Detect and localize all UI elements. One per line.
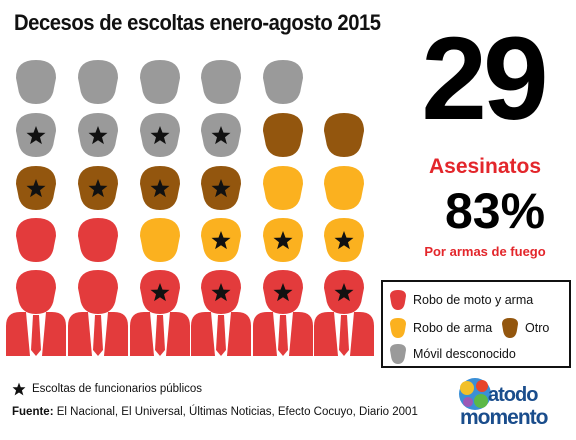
legend-label: Otro <box>525 321 550 335</box>
person-robo_arma <box>263 166 303 210</box>
person-head <box>140 218 180 262</box>
person-moto_arma <box>78 218 118 262</box>
total-count: 29 <box>421 13 548 145</box>
person-head <box>140 60 180 104</box>
star-icon <box>273 283 293 302</box>
person-head <box>16 218 56 262</box>
person-moto_arma-starred <box>253 270 313 356</box>
person-robo_arma-starred <box>324 218 364 262</box>
person-otro <box>324 113 364 157</box>
logo-text-line2: momento <box>460 406 548 429</box>
person-head <box>78 270 118 314</box>
person-tie <box>216 315 226 356</box>
person-robo_arma-starred <box>201 218 241 262</box>
person-moto_arma-starred <box>314 270 374 356</box>
person-desconocido-starred <box>140 113 180 157</box>
person-head <box>263 166 303 210</box>
person-head <box>201 60 241 104</box>
star-icon <box>211 179 231 198</box>
source-line: Fuente: El Nacional, El Universal, Últim… <box>12 406 418 418</box>
chart-title: Decesos de escoltas enero-agosto 2015 <box>14 10 381 35</box>
person-head <box>16 60 56 104</box>
star-icon <box>150 283 170 302</box>
person-tie <box>155 315 165 356</box>
legend-label: Móvil desconocido <box>413 347 516 361</box>
legend-item-robo-arma: Robo de arma <box>389 318 492 338</box>
person-head-icon <box>390 318 406 338</box>
person-head <box>324 166 364 210</box>
person-desconocido <box>140 60 180 104</box>
person-otro-starred <box>16 166 56 210</box>
star-icon <box>12 382 26 396</box>
star-icon <box>150 126 170 145</box>
legend-item-moto-arma: Robo de moto y arma <box>389 290 533 310</box>
person-otro-starred <box>78 166 118 210</box>
person-tie <box>93 315 103 356</box>
person-head <box>324 113 364 157</box>
legend: Robo de moto y arma Robo de arma Otro Mó… <box>381 280 571 368</box>
star-icon <box>334 283 354 302</box>
person-robo_arma <box>324 166 364 210</box>
star-icon <box>211 283 231 302</box>
percent-label: Por armas de fuego <box>424 244 546 259</box>
person-head <box>263 113 303 157</box>
legend-label: Robo de moto y arma <box>413 293 534 307</box>
person-tie <box>31 315 41 356</box>
source-text: El Nacional, El Universal, Últimas Notic… <box>56 406 418 418</box>
person-head-icon <box>390 290 406 310</box>
person-head <box>78 60 118 104</box>
person-otro <box>263 113 303 157</box>
person-tie <box>339 315 349 356</box>
person-desconocido-starred <box>16 113 56 157</box>
logo-text-line1: atodo <box>488 384 538 406</box>
person-moto_arma <box>16 218 56 262</box>
person-robo_arma <box>140 218 180 262</box>
star-note-label: Escoltas de funcionarios públicos <box>32 383 203 395</box>
total-label: Asesinatos <box>428 155 542 178</box>
person-desconocido <box>78 60 118 104</box>
person-desconocido-starred <box>201 113 241 157</box>
star-icon <box>88 179 108 198</box>
person-moto_arma-starred <box>130 270 190 356</box>
star-icon <box>150 179 170 198</box>
legend-item-otro: Otro <box>501 318 549 338</box>
person-desconocido <box>201 60 241 104</box>
star-icon <box>273 231 293 250</box>
person-desconocido <box>263 60 303 104</box>
star-icon <box>334 231 354 250</box>
person-desconocido-starred <box>78 113 118 157</box>
star-icon <box>26 126 46 145</box>
person-moto_arma-starred <box>191 270 251 356</box>
person-head <box>78 218 118 262</box>
person-head-icon <box>390 344 406 364</box>
source-label: Fuente: <box>12 406 54 418</box>
legend-label: Robo de arma <box>413 321 493 335</box>
person-desconocido <box>16 60 56 104</box>
percent-value: 83% <box>444 183 546 239</box>
star-icon <box>211 231 231 250</box>
person-tie <box>278 315 288 356</box>
legend-item-desconocido: Móvil desconocido <box>389 344 516 364</box>
star-icon <box>26 179 46 198</box>
star-icon <box>211 126 231 145</box>
person-head-icon <box>502 318 518 338</box>
person-head <box>16 270 56 314</box>
person-moto_arma <box>6 270 66 356</box>
person-head <box>263 60 303 104</box>
person-otro-starred <box>201 166 241 210</box>
star-note: Escoltas de funcionarios públicos <box>12 382 202 396</box>
star-icon <box>88 126 108 145</box>
person-otro-starred <box>140 166 180 210</box>
person-robo_arma-starred <box>263 218 303 262</box>
person-moto_arma <box>68 270 128 356</box>
brand-logo-icon <box>459 378 491 410</box>
